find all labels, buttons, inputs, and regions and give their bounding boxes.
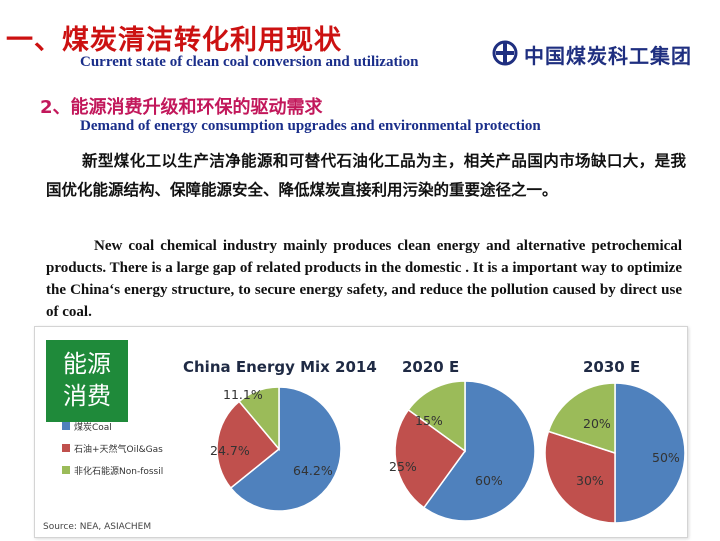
- energy-label-line1: 能源: [63, 350, 111, 378]
- pie-slice: [216, 400, 281, 489]
- pie-slice: [394, 408, 467, 509]
- pie-slice: [614, 382, 686, 524]
- pie-data-label: 24.7%: [210, 443, 250, 458]
- pie-data-label: 11.1%: [223, 387, 263, 402]
- legend-label: 非化石能源Non-fossil: [74, 465, 163, 477]
- pie-data-label: 60%: [475, 473, 503, 488]
- pie-slice: [547, 382, 616, 455]
- pie-data-label: 25%: [389, 459, 417, 474]
- legend-label: 石油+天然气Oil&Gas: [74, 443, 163, 455]
- legend-swatch: [62, 466, 70, 474]
- company-logo: 中国煤炭科工集团: [492, 40, 702, 68]
- pie-data-label: 30%: [576, 473, 604, 488]
- section-subtitle-english: Demand of energy consumption upgrades an…: [80, 118, 541, 134]
- body-paragraph-english: New coal chemical industry mainly produc…: [46, 238, 682, 320]
- pie-data-label: 50%: [652, 450, 680, 465]
- pie-slice: [544, 430, 616, 524]
- pie-slice: [422, 380, 536, 522]
- page-title: 一、煤炭清洁转化利用现状: [6, 25, 342, 56]
- legend-swatch: [62, 444, 70, 452]
- page-title-english: Current state of clean coal conversion a…: [80, 54, 419, 70]
- logo-text: 中国煤炭科工集团: [524, 44, 692, 68]
- energy-mix-figure: China Energy Mix 2014 64.2% 24.7% 11.1% 2020…: [34, 326, 688, 538]
- pie-slice: [238, 386, 280, 452]
- section-subtitle: 2、能源消费升级和环保的驱动需求: [40, 97, 323, 118]
- chart-title: 2020 E: [402, 358, 459, 376]
- energy-consumption-label: 能源 消费: [46, 340, 128, 422]
- legend-swatch: [62, 422, 70, 430]
- energy-label-line2: 消费: [63, 382, 111, 410]
- chart-source: Source: NEA, ASIACHEM: [43, 522, 151, 532]
- pie-data-label: 15%: [415, 413, 443, 428]
- pie-slice: [407, 380, 466, 453]
- body-paragraph-chinese: 新型煤化工以生产洁净能源和可替代石油化工品为主，相关产品国内市场缺口大，是我国优…: [46, 152, 686, 199]
- logo-emblem-icon: [492, 40, 518, 66]
- pie-data-label: 20%: [583, 416, 611, 431]
- energy-mix-charts: China Energy Mix 2014 64.2% 24.7% 11.1% 2020…: [43, 358, 686, 532]
- legend-label: 煤炭Coal: [74, 421, 112, 433]
- pie-slice: [229, 386, 342, 512]
- pie-data-label: 64.2%: [293, 463, 333, 478]
- chart-title: China Energy Mix 2014: [183, 358, 377, 376]
- chart-title: 2030 E: [583, 358, 640, 376]
